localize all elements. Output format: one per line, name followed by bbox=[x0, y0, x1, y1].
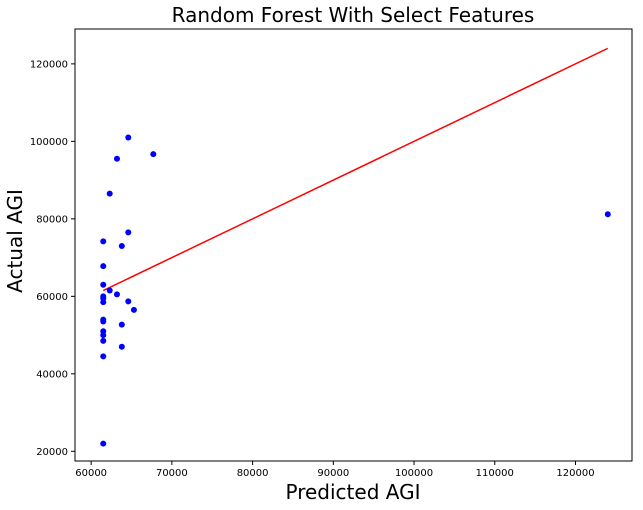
scatter-point bbox=[113, 155, 120, 162]
scatter-point bbox=[106, 287, 113, 294]
fit-line bbox=[102, 47, 609, 292]
scatter-point bbox=[100, 328, 107, 335]
scatter-point bbox=[118, 242, 125, 249]
x-tick-label: 90000 bbox=[317, 468, 349, 479]
scatter-point bbox=[130, 306, 137, 313]
scatter-point bbox=[100, 316, 107, 323]
x-axis-label: Predicted AGI bbox=[286, 480, 421, 504]
x-tick-label: 70000 bbox=[156, 468, 188, 479]
x-tick-label: 100000 bbox=[395, 468, 433, 479]
y-axis-ticks: 20000 40000 60000 80000 100000 120000 bbox=[30, 59, 75, 458]
y-tick-label: 60000 bbox=[36, 292, 68, 303]
scatter-point bbox=[100, 238, 107, 245]
plot-area bbox=[100, 47, 611, 447]
y-tick-label: 80000 bbox=[36, 214, 68, 225]
y-axis-label: Actual AGI bbox=[3, 189, 27, 293]
scatter-point bbox=[125, 134, 132, 141]
y-tick-label: 120000 bbox=[30, 59, 68, 70]
scatter-point bbox=[604, 211, 611, 218]
scatter-point bbox=[100, 263, 107, 270]
scatter-point bbox=[100, 337, 107, 344]
y-tick-label: 40000 bbox=[36, 369, 68, 380]
x-axis-ticks: 60000 70000 80000 90000 100000 110000 120000 bbox=[75, 461, 595, 479]
chart-title: Random Forest With Select Features bbox=[172, 3, 535, 27]
plot-frame bbox=[74, 28, 633, 462]
scatter-point bbox=[118, 321, 125, 328]
y-tick-label: 20000 bbox=[36, 447, 68, 458]
scatter-point bbox=[150, 151, 157, 158]
scatter-point bbox=[125, 229, 132, 236]
scatter-point bbox=[100, 440, 107, 447]
x-tick-label: 80000 bbox=[237, 468, 269, 479]
x-tick-label: 60000 bbox=[75, 468, 107, 479]
scatter-point bbox=[100, 293, 107, 300]
scatter-point bbox=[118, 343, 125, 350]
scatter-point bbox=[100, 353, 107, 360]
x-tick-label: 110000 bbox=[476, 468, 514, 479]
scatter-point bbox=[100, 281, 107, 288]
y-tick-label: 100000 bbox=[30, 137, 68, 148]
x-tick-label: 120000 bbox=[556, 468, 594, 479]
scatter-point bbox=[113, 291, 120, 298]
scatter-point bbox=[125, 298, 132, 305]
scatter-point bbox=[106, 190, 113, 197]
